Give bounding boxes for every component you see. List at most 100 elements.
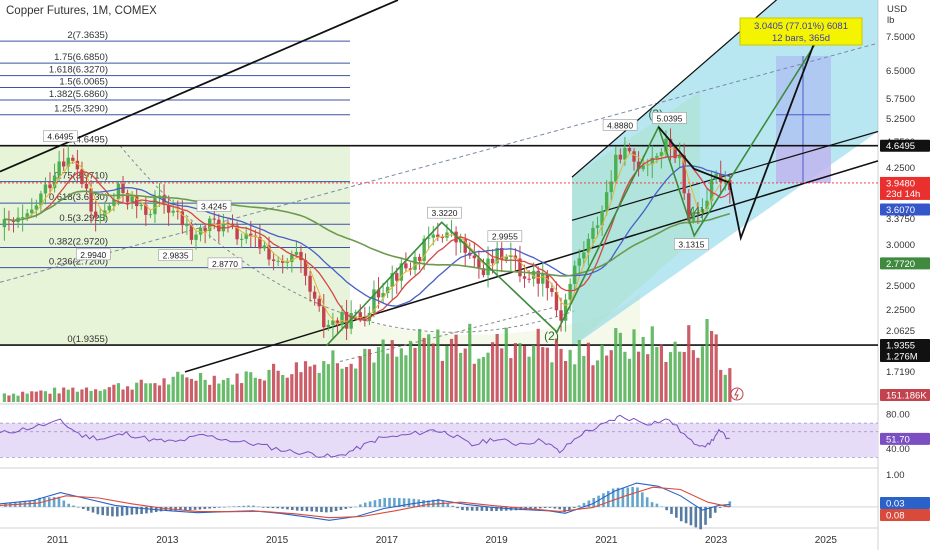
price-tick-7: 3.3750 xyxy=(886,214,915,225)
candle-body-14 xyxy=(66,157,70,167)
volume-bar-46 xyxy=(212,375,216,402)
macd-hist-118 xyxy=(577,505,581,507)
price-tick-10: 2.2500 xyxy=(886,305,915,316)
candle-body-49 xyxy=(226,222,230,224)
tag-vol-ma: 1.276M xyxy=(886,352,918,363)
candle-body-48 xyxy=(221,222,226,232)
macd-hist-121 xyxy=(592,498,596,507)
volume-bar-14 xyxy=(66,389,70,402)
x-tick-0: 2011 xyxy=(47,535,69,546)
macd-hist-133 xyxy=(650,502,654,507)
volume-bar-159 xyxy=(728,368,732,402)
candle-body-96 xyxy=(440,237,445,239)
candle-body-91 xyxy=(417,256,422,261)
candle-body-63 xyxy=(290,254,294,263)
candle-body-147 xyxy=(673,147,677,159)
macd-line xyxy=(0,482,730,521)
lightning-icon[interactable] xyxy=(730,387,744,401)
volume-bar-40 xyxy=(185,377,189,402)
macd-hist-21 xyxy=(106,506,109,516)
candle-body-122 xyxy=(559,310,563,321)
volume-bar-13 xyxy=(62,387,66,402)
macd-hist-89 xyxy=(436,498,440,507)
volume-bar-155 xyxy=(709,330,714,402)
volume-bar-124 xyxy=(568,349,572,402)
macd-hist-129 xyxy=(631,486,634,507)
volume-bar-25 xyxy=(116,383,121,402)
volume-bar-58 xyxy=(267,369,271,402)
macd-hist-126 xyxy=(616,487,620,507)
candle-body-144 xyxy=(659,152,664,157)
price-unit-label: USD xyxy=(887,4,907,15)
volume-bar-86 xyxy=(395,356,399,402)
volume-bar-102 xyxy=(468,323,472,402)
volume-bar-55 xyxy=(253,377,257,402)
volume-bar-92 xyxy=(422,337,426,402)
fib-level-label-8: 0.618(3.6130) xyxy=(49,192,108,203)
volume-bar-22 xyxy=(103,389,107,402)
volume-bar-87 xyxy=(399,348,403,402)
fib-level-label-2: 1.618(6.3270) xyxy=(49,65,108,76)
candle-body-129 xyxy=(591,227,595,239)
volume-bar-142 xyxy=(650,326,654,402)
macd-hist-80 xyxy=(393,497,396,507)
volume-bar-67 xyxy=(308,366,312,402)
volume-bar-156 xyxy=(714,334,718,402)
volume-bar-135 xyxy=(618,332,622,402)
macd-hist-53 xyxy=(261,506,265,508)
macd-hist-75 xyxy=(368,501,372,507)
tag-countdown: 23d 14h xyxy=(886,189,920,200)
tag-macd-signal-bg xyxy=(880,508,930,521)
volume-bar-53 xyxy=(244,371,248,402)
macd-hist-140 xyxy=(684,506,688,524)
volume-bar-93 xyxy=(427,334,431,402)
rsi-tick-1: 40.00 xyxy=(886,444,910,455)
volume-bar-76 xyxy=(349,363,353,402)
candle-body-111 xyxy=(509,255,513,257)
candle-body-64 xyxy=(294,251,299,255)
dashed-trendline xyxy=(0,42,879,283)
macd-hist-58 xyxy=(286,506,289,510)
candle-body-9 xyxy=(43,184,48,194)
macd-hist-38 xyxy=(188,506,192,511)
macd-hist-134 xyxy=(655,503,659,507)
volume-bar-106 xyxy=(486,352,490,402)
macd-hist-83 xyxy=(407,498,411,507)
macd-hist-113 xyxy=(553,506,557,509)
candle-body-110 xyxy=(504,256,508,260)
volume-bar-130 xyxy=(595,360,600,402)
volume-bar-145 xyxy=(664,362,668,402)
measure-label-line1: 3.0405 (77.01%) 6081 xyxy=(754,21,848,32)
volume-bar-24 xyxy=(112,384,116,402)
candle-body-95 xyxy=(436,234,440,238)
macd-hist-136 xyxy=(665,506,668,511)
volume-bar-70 xyxy=(322,361,326,402)
macd-hist-12 xyxy=(62,500,66,507)
candle-body-16 xyxy=(75,160,80,170)
volume-bar-123 xyxy=(563,361,568,402)
wave-label-3: (4) xyxy=(690,205,705,219)
macd-hist-116 xyxy=(568,506,571,511)
volume-bar-48 xyxy=(221,379,225,402)
macd-hist-52 xyxy=(256,506,260,508)
candle-body-8 xyxy=(39,193,43,206)
volume-bar-154 xyxy=(705,319,709,402)
candle-body-80 xyxy=(367,312,372,321)
volume-bar-30 xyxy=(139,379,143,402)
tag-macd-line-bg xyxy=(880,496,930,509)
macd-hist-11 xyxy=(57,496,61,507)
volume-bar-133 xyxy=(609,350,613,402)
volume-bar-17 xyxy=(80,389,84,402)
pivot-label-box-7 xyxy=(602,119,638,131)
pivot-label-2: 2.9835 xyxy=(163,251,189,261)
macd-hist-146 xyxy=(713,506,717,513)
macd-hist-44 xyxy=(218,506,221,508)
pivot-label-box-4 xyxy=(207,257,243,270)
macd-hist-16 xyxy=(81,506,85,510)
candle-body-25 xyxy=(116,183,121,200)
pivot-label-1: 2.9940 xyxy=(80,250,106,260)
candle-body-42 xyxy=(194,234,198,240)
volume-bar-34 xyxy=(157,385,162,402)
elliott-wave-path xyxy=(325,39,819,347)
